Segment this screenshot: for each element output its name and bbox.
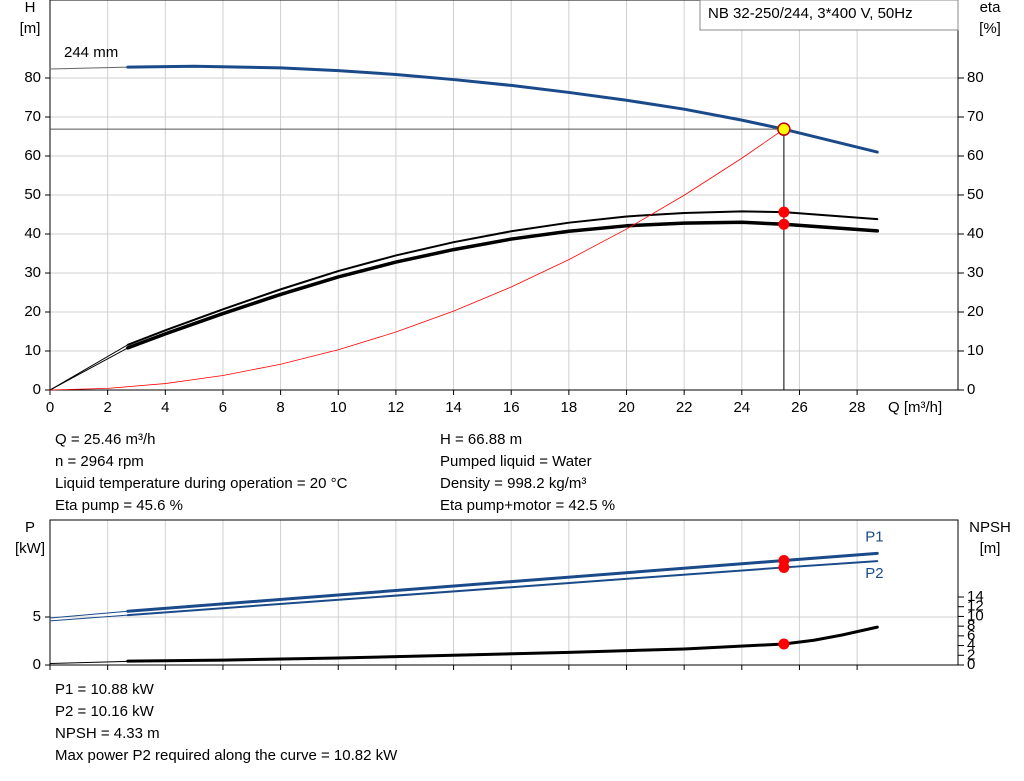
y2-tick-label: 70	[967, 108, 984, 125]
y-tick-label: 80	[24, 69, 41, 86]
y2-tick-label: 60	[967, 147, 984, 164]
y2-axis-unit: [%]	[979, 20, 1001, 37]
y2-axis-label: eta	[980, 0, 1002, 16]
y2-tick-label: 14	[967, 588, 984, 605]
x-tick-label: 24	[733, 399, 750, 416]
x-tick-label: 26	[791, 399, 808, 416]
curve	[126, 560, 879, 617]
curve	[49, 128, 785, 391]
info-text: Max power P2 required along the curve = …	[55, 747, 398, 764]
y2-tick-label: 6	[967, 627, 975, 644]
plot-frame	[49, 0, 959, 391]
info-text: NPSH = 4.33 m	[55, 725, 160, 742]
info-text: Liquid temperature during operation = 20…	[55, 475, 348, 492]
y2-axis-label: NPSH	[969, 519, 1011, 536]
y-tick-label: 70	[24, 108, 41, 125]
x-tick-label: 8	[276, 399, 284, 416]
y-tick-label: 10	[24, 342, 41, 359]
curve-label: 244 mm	[64, 44, 118, 61]
y2-tick-label: 40	[967, 225, 984, 242]
curve	[126, 210, 879, 346]
x-tick-label: 0	[46, 399, 54, 416]
y-axis-unit: [kW]	[15, 540, 45, 557]
y-axis-label: P	[25, 519, 35, 536]
y2-tick-label: 2	[967, 646, 975, 663]
x-tick-label: 6	[219, 399, 227, 416]
x-tick-label: 28	[849, 399, 866, 416]
x-tick-label: 18	[561, 399, 578, 416]
title-box	[699, 0, 959, 31]
curve-label: P1	[865, 528, 883, 545]
info-text: Q = 25.46 m³/h	[55, 431, 155, 448]
operating-point	[778, 638, 790, 650]
y-tick-label: 20	[24, 303, 41, 320]
x-tick-label: 4	[161, 399, 169, 416]
y-tick-label: 40	[24, 225, 41, 242]
y2-tick-label: 4	[967, 637, 975, 654]
y-tick-label: 5	[33, 608, 41, 625]
curve	[49, 610, 129, 619]
x-tick-label: 2	[103, 399, 111, 416]
info-text: H = 66.88 m	[440, 431, 522, 448]
y-tick-label: 30	[24, 264, 41, 281]
x-tick-label: 20	[618, 399, 635, 416]
x-tick-label: 16	[503, 399, 520, 416]
x-tick-label: 14	[445, 399, 462, 416]
y2-tick-label: 80	[967, 69, 984, 86]
chart-title: NB 32-250/244, 3*400 V, 50Hz	[708, 5, 913, 22]
y2-tick-label: 20	[967, 303, 984, 320]
y2-tick-label: 12	[967, 598, 984, 615]
curve	[49, 614, 129, 622]
y2-tick-label: 0	[967, 656, 975, 673]
curve	[49, 660, 129, 665]
curve	[49, 347, 129, 391]
x-axis-label: Q [m³/h]	[888, 399, 942, 416]
curve	[126, 625, 879, 663]
curve	[126, 220, 880, 350]
curve-label: P2	[865, 565, 883, 582]
y2-tick-label: 30	[967, 264, 984, 281]
curve	[126, 551, 879, 613]
y-tick-label: 0	[33, 656, 41, 673]
info-text: Density = 998.2 kg/m³	[440, 475, 586, 492]
y2-tick-label: 8	[967, 617, 975, 634]
x-tick-label: 10	[330, 399, 347, 416]
y2-tick-label: 0	[967, 381, 975, 398]
info-text: Eta pump+motor = 42.5 %	[440, 497, 615, 514]
operating-point	[778, 206, 790, 218]
y-tick-label: 60	[24, 147, 41, 164]
curve	[126, 64, 879, 154]
y-axis-label: H	[25, 0, 36, 16]
info-text: n = 2964 rpm	[55, 453, 144, 470]
y-tick-label: 50	[24, 186, 41, 203]
y2-axis-unit: [m]	[980, 540, 1001, 557]
y2-tick-label: 50	[967, 186, 984, 203]
y-axis-unit: [m]	[20, 20, 41, 37]
x-tick-label: 12	[388, 399, 405, 416]
x-tick-label: 22	[676, 399, 693, 416]
operating-point	[778, 218, 790, 230]
info-text: P1 = 10.88 kW	[55, 681, 155, 698]
info-text: P2 = 10.16 kW	[55, 703, 155, 720]
info-text: Eta pump = 45.6 %	[55, 497, 183, 514]
y-tick-label: 0	[33, 381, 41, 398]
curve	[49, 66, 129, 70]
operating-point	[777, 122, 791, 136]
plot-frame	[49, 519, 959, 666]
y2-tick-label: 10	[967, 607, 984, 624]
info-text: Pumped liquid = Water	[440, 453, 592, 470]
operating-point	[778, 561, 790, 573]
y2-tick-label: 10	[967, 342, 984, 359]
